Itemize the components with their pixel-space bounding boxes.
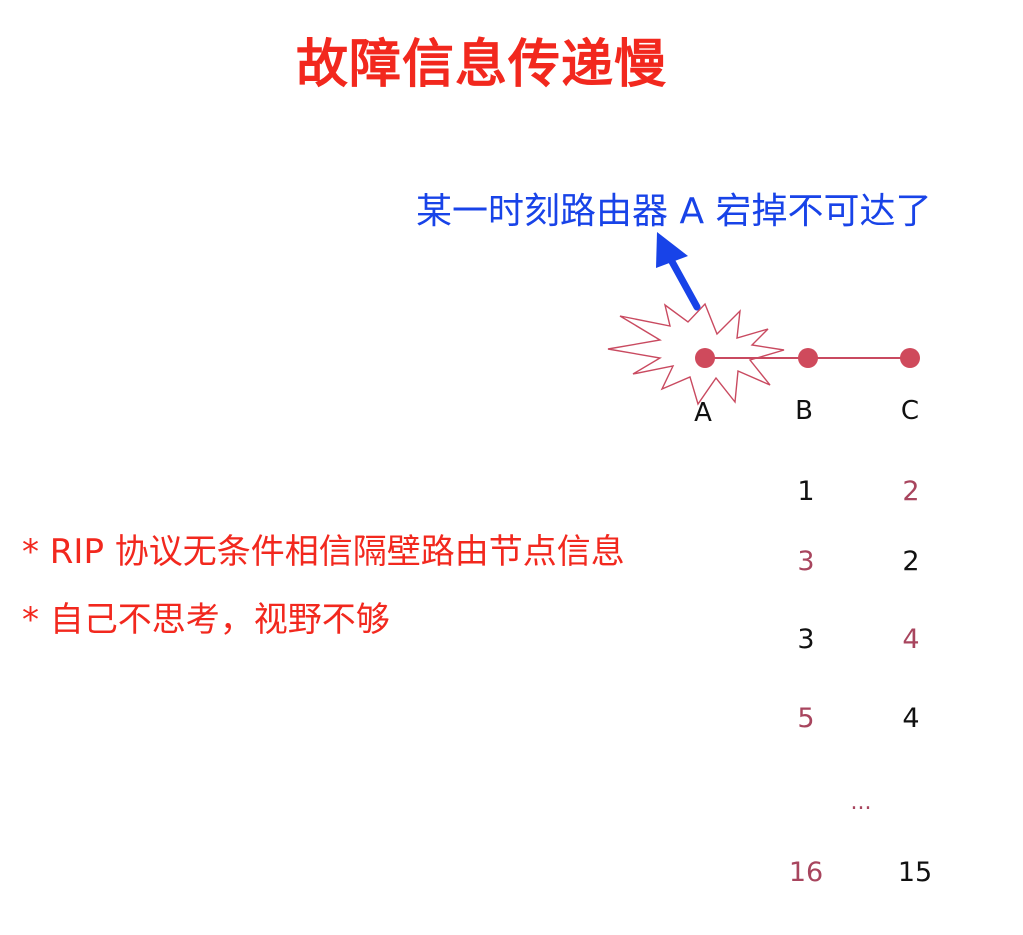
table-cell: 2	[902, 546, 920, 577]
table-ellipsis: ...	[850, 790, 872, 815]
node-label-b: B	[795, 396, 813, 426]
router-node-b	[798, 348, 818, 368]
table-cell: 4	[902, 624, 920, 655]
router-down-annotation: 某一时刻路由器 A 宕掉不可达了	[416, 191, 932, 232]
table-cell: 16	[788, 857, 824, 888]
table-cell: 4	[902, 703, 920, 734]
table-cell: 2	[902, 476, 920, 507]
node-label-c: C	[900, 396, 920, 426]
bullet-rip-trust: * RIP 协议无条件相信隔壁路由节点信息	[22, 532, 625, 572]
bullet-limited-view: * 自己不思考，视野不够	[22, 600, 390, 640]
table-cell: 3	[797, 624, 815, 655]
node-label-a: A	[694, 398, 712, 428]
explosion-icon	[607, 302, 785, 406]
table-cell: 15	[897, 857, 933, 888]
page-title: 故障信息传递慢	[295, 35, 667, 95]
table-cell: 5	[797, 703, 815, 734]
router-node-a	[695, 348, 715, 368]
router-node-c	[900, 348, 920, 368]
arrow-up-icon	[656, 232, 701, 311]
table-cell: 1	[797, 476, 815, 507]
table-cell: 3	[797, 546, 815, 577]
